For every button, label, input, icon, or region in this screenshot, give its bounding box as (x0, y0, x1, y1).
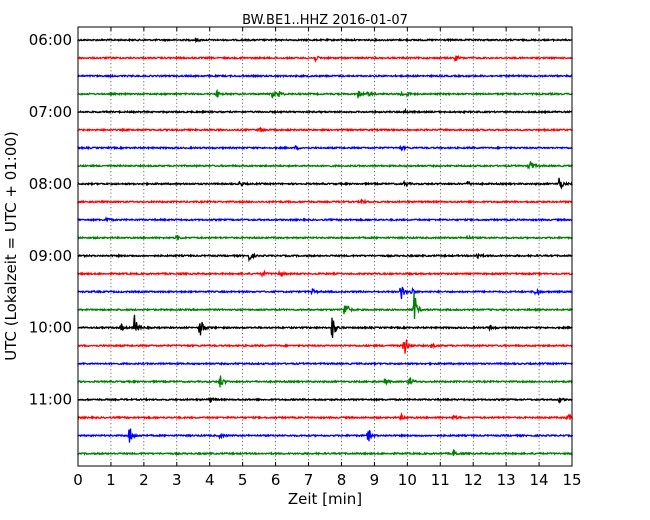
x-axis-label: Zeit [min] (288, 490, 362, 508)
x-tick-label: 12 (464, 471, 483, 489)
x-tick-label: 5 (238, 471, 248, 489)
trace-0845 (77, 234, 573, 241)
chart-title: BW.BE1..HHZ 2016-01-07 (242, 13, 408, 28)
y-tick-label: 07:00 (29, 103, 72, 121)
trace-0800 (77, 177, 573, 191)
trace-0700 (77, 107, 573, 115)
trace-0730 (77, 144, 573, 152)
x-tick-label: 1 (106, 471, 116, 489)
trace-0600 (77, 37, 573, 44)
trace-0815 (77, 198, 573, 205)
tick-layer: 0 1 2 3 4 5 6 7 8 9 10 11 12 13 14 1506:0007:0008:0009:… (29, 27, 582, 489)
plot-frame (77, 26, 573, 467)
trace-0630 (77, 73, 573, 79)
grid (78, 27, 572, 466)
x-tick-label: 9 (370, 471, 380, 489)
x-tick-label: 13 (497, 471, 516, 489)
x-tick-label: 8 (337, 471, 347, 489)
x-tick-label: 14 (530, 471, 549, 489)
x-tick-label: 6 (271, 471, 281, 489)
x-tick-label: 15 (562, 471, 581, 489)
trace-1030 (77, 361, 574, 367)
trace-0930 (77, 286, 573, 300)
trace-0915 (77, 269, 574, 278)
x-tick-label: 3 (172, 471, 182, 489)
trace-0615 (77, 54, 574, 64)
trace-0715 (77, 126, 574, 133)
x-tick-label: 0 (73, 471, 83, 489)
y-tick-label: 09:00 (29, 247, 72, 265)
trace-1100 (77, 396, 573, 405)
trace-1115 (77, 411, 574, 422)
trace-1015 (77, 339, 573, 354)
trace-1145 (77, 448, 573, 457)
trace-layer (77, 37, 574, 457)
y-tick-label: 10:00 (29, 319, 72, 337)
y-tick-label: 06:00 (29, 31, 72, 49)
y-axis-label: UTC (Lokalzeit = UTC + 01:00) (2, 131, 20, 361)
x-tick-label: 10 (398, 471, 417, 489)
trace-0900 (77, 252, 573, 263)
x-tick-label: 4 (205, 471, 215, 489)
trace-0830 (77, 216, 573, 223)
trace-0645 (77, 88, 573, 99)
y-tick-label: 08:00 (29, 175, 72, 193)
trace-0945 (77, 292, 574, 320)
trace-1000 (77, 314, 573, 338)
trace-1130 (77, 428, 574, 443)
trace-0745 (77, 161, 573, 170)
trace-1045 (77, 375, 573, 388)
y-tick-label: 11:00 (29, 391, 72, 409)
x-tick-label: 7 (304, 471, 314, 489)
x-tick-label: 11 (431, 471, 450, 489)
x-tick-label: 2 (139, 471, 149, 489)
